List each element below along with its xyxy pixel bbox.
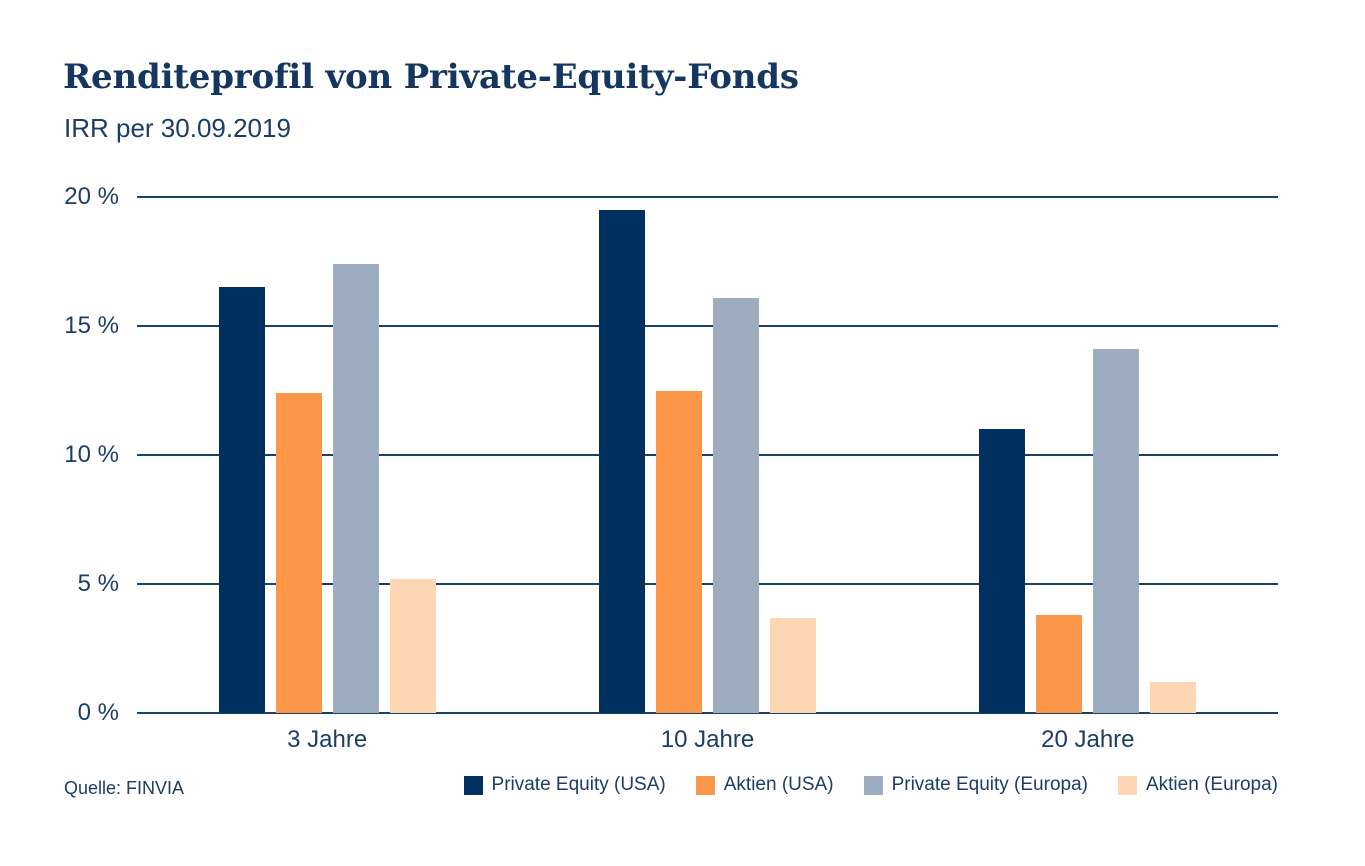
y-axis-tick-label: 0 % [77, 699, 119, 726]
legend-item: Aktien (USA) [695, 774, 834, 796]
x-axis-label: 20 Jahre [1041, 726, 1135, 753]
gridline-20 [137, 196, 1278, 198]
x-axis-labels: 3 Jahre 10 Jahre 20 Jahre [137, 726, 1278, 754]
gridline-0 [137, 712, 1278, 714]
bar [712, 297, 759, 713]
bar [1150, 682, 1197, 713]
bar-group-20-jahre [898, 197, 1278, 713]
legend-item: Private Equity (Europa) [863, 774, 1088, 796]
bar-group-3-jahre [137, 197, 517, 713]
y-axis-tick-label: 10 % [64, 441, 119, 468]
bar [218, 287, 265, 713]
bar-group-10-jahre [517, 197, 897, 713]
bar [598, 209, 645, 713]
bar [275, 393, 322, 713]
y-axis-tick-label: 5 % [77, 570, 119, 597]
legend-item-label: Private Equity (USA) [491, 774, 666, 795]
bar [389, 578, 436, 713]
legend-item-label: Aktien (Europa) [1145, 774, 1278, 795]
legend-item: Private Equity (USA) [463, 774, 666, 796]
bar-groups [137, 197, 1278, 713]
legend-swatch-icon [863, 775, 883, 795]
y-axis-tick-label: 20 % [64, 183, 119, 210]
bar [1093, 349, 1140, 713]
gridline-15 [137, 325, 1278, 327]
plot-area: 20 % 15 % 10 % 5 % 0 % [64, 183, 1278, 726]
chart-title: Renditeprofil von Private-Equity-Fonds [63, 57, 799, 97]
legend-swatch-icon [1117, 775, 1137, 795]
legend: Private Equity (USA) Aktien (USA) Private … [463, 774, 1278, 796]
y-axis-tick-label: 15 % [64, 312, 119, 339]
gridline-5 [137, 583, 1278, 585]
bar [979, 429, 1026, 713]
legend-item: Aktien (Europa) [1117, 774, 1278, 796]
source-label: Quelle: FINVIA [64, 778, 185, 798]
bar [332, 264, 379, 713]
legend-swatch-icon [695, 775, 715, 795]
x-axis-label: 3 Jahre [287, 726, 368, 753]
chart-subtitle: IRR per 30.09.2019 [64, 113, 291, 143]
x-axis-label: 10 Jahre [660, 726, 755, 753]
bar [1036, 614, 1083, 713]
bar [769, 617, 816, 713]
legend-swatch-icon [463, 775, 483, 795]
gridline-10 [137, 454, 1278, 456]
legend-item-label: Private Equity (Europa) [891, 774, 1088, 795]
bar [655, 390, 702, 713]
legend-item-label: Aktien (USA) [723, 774, 834, 795]
